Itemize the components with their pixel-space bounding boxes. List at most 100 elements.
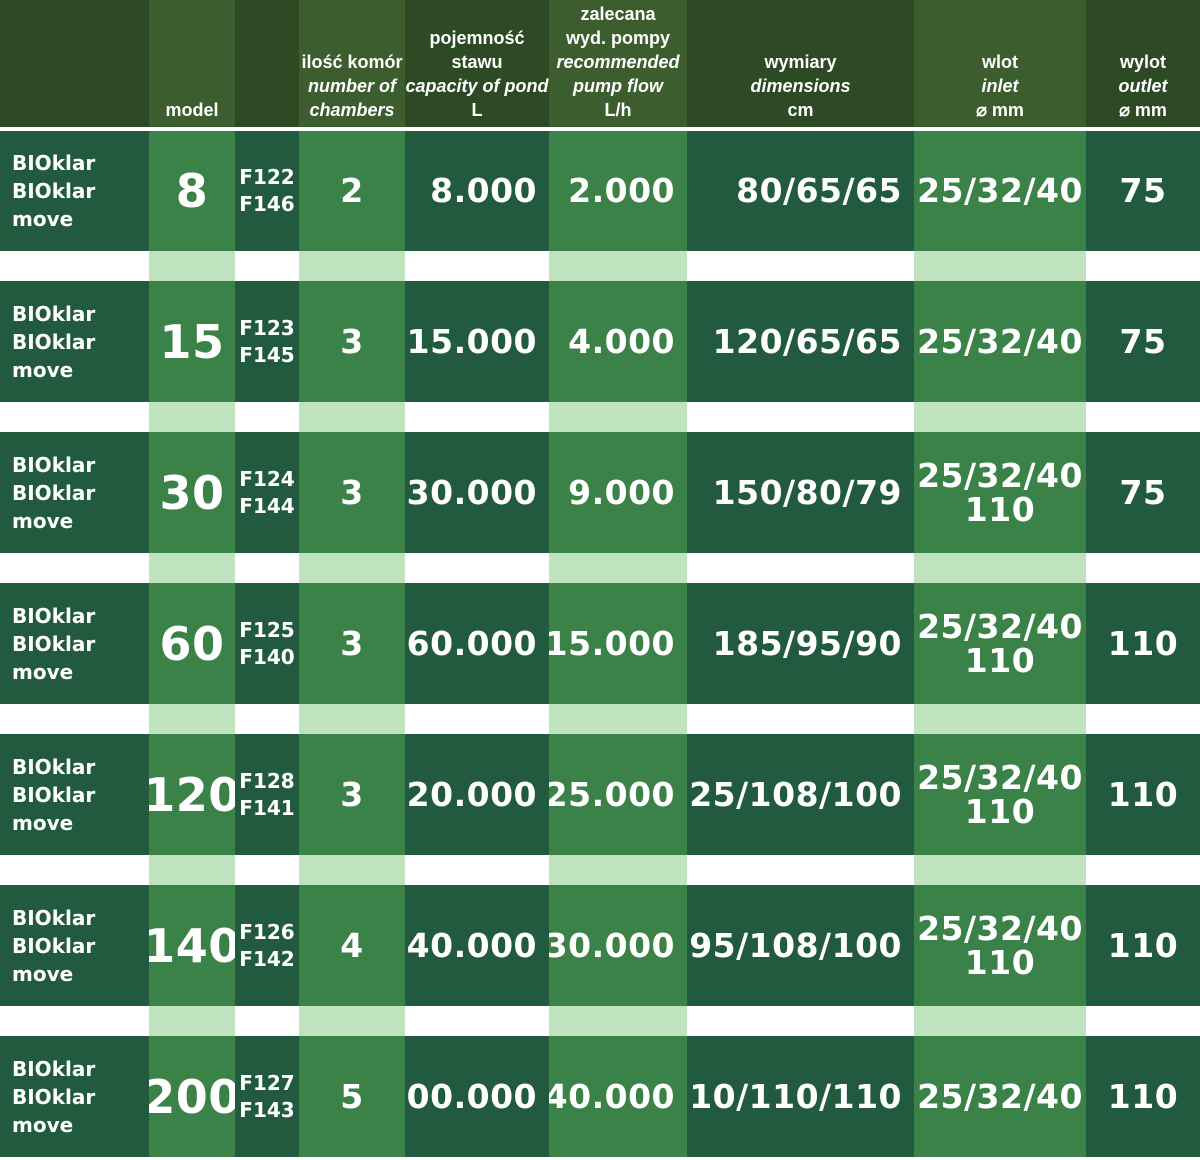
row-6-outlet: 110 (1086, 885, 1200, 1006)
row-3-code2: F144 (239, 493, 295, 518)
row-gap (299, 402, 405, 432)
row-6-pump: 30.000 (549, 885, 687, 1006)
row-4-name2: BIOklar move (12, 631, 96, 684)
row-5-model: 120 (149, 734, 235, 855)
row-gap (299, 704, 405, 734)
row-gap (149, 1006, 235, 1036)
row-7-model: 200 (149, 1036, 235, 1157)
row-7-code1: F127 (239, 1070, 295, 1095)
row-6-name1: BIOklar (12, 905, 96, 930)
header-pump-en1: recommended (556, 52, 680, 72)
row-5-name: BIOklar BIOklar move (0, 734, 149, 855)
row-gap (405, 855, 549, 885)
row-2-code1: F123 (239, 315, 295, 340)
row-gap (0, 704, 149, 734)
row-7-pump: 40.000 (549, 1036, 687, 1157)
row-4-code: F125 F140 (235, 583, 299, 704)
header-inlet-pl: wlot (981, 52, 1018, 72)
row-gap (687, 704, 914, 734)
header-dimensions: wymiary dimensions cm (687, 0, 914, 130)
row-3-name1: BIOklar (12, 452, 96, 477)
row-2-inlet: 25/32/40 (914, 281, 1086, 402)
row-2-outlet: 75 (1086, 281, 1200, 402)
row-gap (1086, 553, 1200, 583)
row-gap (149, 251, 235, 281)
header-capacity-unit: L (471, 100, 483, 120)
row-3-inlet2: 110 (964, 489, 1036, 529)
row-gap (0, 402, 149, 432)
row-5-capacity: 120.000 (405, 734, 549, 855)
row-gap (235, 251, 299, 281)
row-2-name2: BIOklar move (12, 329, 96, 382)
row-1-inlet: 25/32/40 (914, 130, 1086, 251)
row-gap (687, 251, 914, 281)
row-gap (1086, 251, 1200, 281)
row-gap (405, 553, 549, 583)
row-5-inlet1: 25/32/40 (917, 757, 1083, 797)
header-outlet-en: outlet (1118, 76, 1168, 96)
row-4-outlet: 110 (1086, 583, 1200, 704)
row-gap (405, 251, 549, 281)
row-gap (914, 704, 1086, 734)
row-7-code: F127 F143 (235, 1036, 299, 1157)
row-6-inlet2: 110 (964, 942, 1036, 982)
row-2-pump: 4.000 (549, 281, 687, 402)
row-3-inlet: 25/32/40 110 (914, 432, 1086, 553)
row-gap (405, 1006, 549, 1036)
header-capacity-pl1: pojemność (429, 28, 525, 48)
row-gap (235, 704, 299, 734)
row-7-chambers: 5 (299, 1036, 405, 1157)
row-4-code2: F140 (239, 644, 295, 669)
row-gap (299, 553, 405, 583)
row-3-code1: F124 (239, 466, 295, 491)
row-4-inlet1: 25/32/40 (917, 606, 1083, 646)
row-4-inlet2: 110 (964, 640, 1036, 680)
header-dimensions-pl: wymiary (764, 52, 837, 72)
row-gap (1086, 855, 1200, 885)
row-5-name2: BIOklar move (12, 782, 96, 835)
row-gap (687, 402, 914, 432)
row-5-code2: F141 (239, 795, 295, 820)
row-7-inlet: 25/32/40 (914, 1036, 1086, 1157)
row-4-pump: 15.000 (549, 583, 687, 704)
header-chambers: ilość komór number of chambers (299, 0, 405, 130)
row-4-inlet: 25/32/40 110 (914, 583, 1086, 704)
row-5-chambers: 3 (299, 734, 405, 855)
row-7-dimensions: 510/110/110 (687, 1036, 914, 1157)
header-chambers-en1: number of (308, 76, 396, 96)
row-gap (0, 251, 149, 281)
row-6-dimensions: 295/108/100 (687, 885, 914, 1006)
row-4-code1: F125 (239, 617, 295, 642)
row-1-name2: BIOklar move (12, 178, 96, 231)
row-5-code: F128 F141 (235, 734, 299, 855)
row-4-dimensions: 185/95/90 (687, 583, 914, 704)
row-7-name: BIOklar BIOklar move (0, 1036, 149, 1157)
row-gap (914, 855, 1086, 885)
row-6-capacity: 140.000 (405, 885, 549, 1006)
row-6-code: F126 F142 (235, 885, 299, 1006)
row-6-code2: F142 (239, 946, 295, 971)
header-inlet-en: inlet (981, 76, 1019, 96)
row-gap (549, 704, 687, 734)
row-4-name: BIOklar BIOklar move (0, 583, 149, 704)
row-2-capacity: 15.000 (405, 281, 549, 402)
row-5-code1: F128 (239, 768, 295, 793)
row-2-code: F123 F145 (235, 281, 299, 402)
row-gap (299, 855, 405, 885)
row-3-chambers: 3 (299, 432, 405, 553)
row-1-model: 8 (149, 130, 235, 251)
header-divider (0, 127, 1200, 131)
row-gap (235, 402, 299, 432)
row-5-pump: 25.000 (549, 734, 687, 855)
row-1-dimensions: 80/65/65 (687, 130, 914, 251)
header-pump: zalecana wyd. pompy recommended pump flo… (549, 0, 687, 130)
row-7-name2: BIOklar move (12, 1084, 96, 1137)
row-7-capacity: 200.000 (405, 1036, 549, 1157)
row-6-name: BIOklar BIOklar move (0, 885, 149, 1006)
row-1-name1: BIOklar (12, 150, 96, 175)
row-gap (549, 251, 687, 281)
row-gap (0, 1006, 149, 1036)
row-4-name1: BIOklar (12, 603, 96, 628)
row-gap (1086, 1006, 1200, 1036)
row-gap (0, 553, 149, 583)
